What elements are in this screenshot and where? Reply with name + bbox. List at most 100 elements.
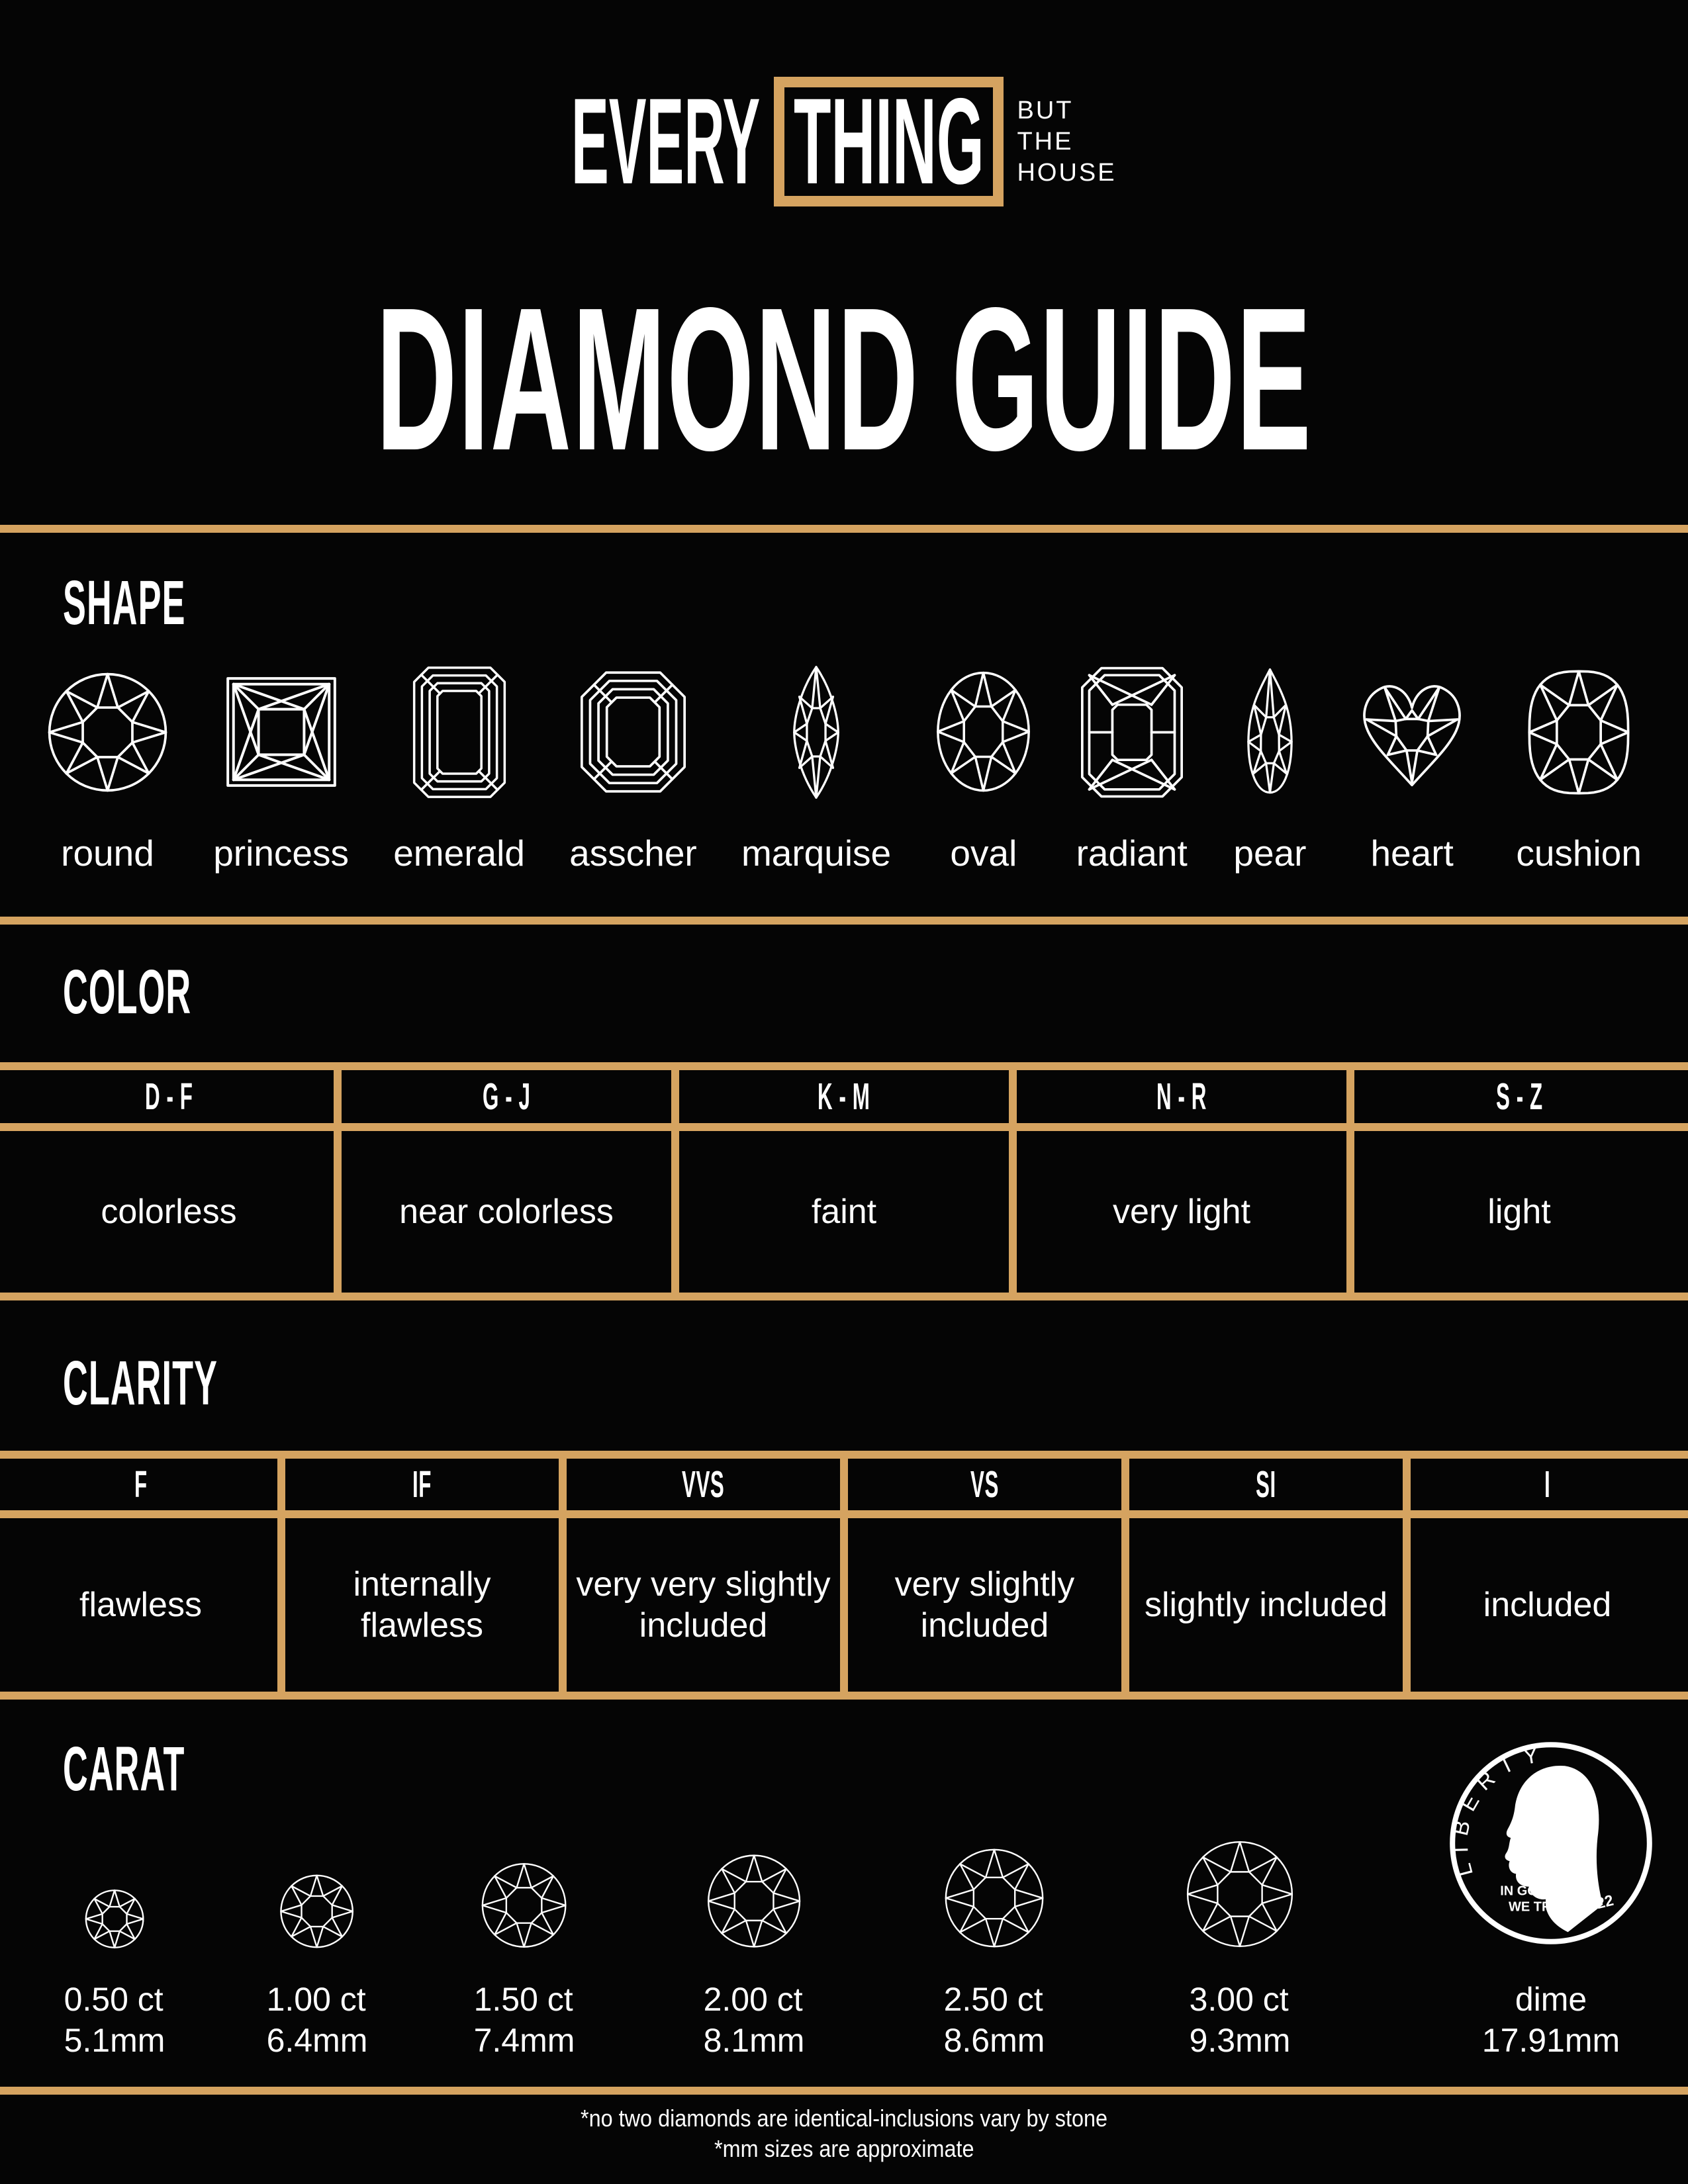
- clarity-desc-cell-5: included: [1407, 1518, 1688, 1692]
- color-desc-3: very light: [1112, 1193, 1251, 1231]
- carat-item-1.50ct: 1.50 ct 7.4mm: [474, 1721, 575, 2061]
- clarity-code-4: SI: [1256, 1463, 1276, 1506]
- clarity-desc-cell-1: internally flawless: [281, 1518, 563, 1692]
- clarity-code-2: VVS: [682, 1463, 725, 1506]
- page-title: DIAMOND GUIDE: [375, 265, 1313, 493]
- divider-carat: [0, 1692, 1688, 1700]
- round-diamond-icon: [481, 1721, 568, 1949]
- carat-value: 1.50 ct: [473, 1981, 573, 2018]
- carat-item-dime: LIBERTY IN GOD WE TRUST 2022 dime 17.91mm: [1445, 1721, 1657, 2061]
- logo-gold-box: THING: [773, 73, 1004, 210]
- color-table-top-line: [0, 1062, 1688, 1070]
- color-desc-1: near colorless: [399, 1193, 614, 1231]
- color-column-separator-1: [671, 1062, 679, 1300]
- color-header-bottom-line: [0, 1123, 1688, 1131]
- carat-label: 2.50 ct 8.6mm: [944, 1979, 1045, 2061]
- color-body-row: colorless near colorless faint very light li…: [0, 1131, 1688, 1293]
- footnote-inclusions: *no two diamonds are identical-inclusion…: [580, 2105, 1108, 2132]
- carat-mm: 17.91mm: [1481, 2022, 1620, 2059]
- color-header-cell-0: D - F: [0, 1070, 338, 1123]
- heart-diamond-icon: [1352, 662, 1472, 802]
- color-code-2: K - M: [818, 1075, 870, 1118]
- color-desc-cell-3: very light: [1013, 1131, 1350, 1293]
- clarity-header-cell-3: VS: [844, 1459, 1125, 1510]
- clarity-header-cell-1: IF: [281, 1459, 563, 1510]
- asscher-diamond-icon: [579, 662, 688, 802]
- shape-item-radiant: radiant: [1076, 662, 1188, 875]
- color-section-heading: COLOR: [63, 957, 192, 1027]
- color-code-0: D - F: [144, 1075, 193, 1118]
- carat-mm: 8.1mm: [703, 2022, 805, 2059]
- color-desc-cell-4: light: [1350, 1131, 1688, 1293]
- carat-item-3.00ct: 3.00 ct 9.3mm: [1185, 1721, 1295, 2061]
- clarity-header-cell-2: VVS: [563, 1459, 844, 1510]
- shape-item-oval: oval: [935, 662, 1031, 875]
- color-column-separator-0: [334, 1062, 342, 1300]
- clarity-column-separator-4: [1403, 1451, 1411, 1700]
- clarity-header-cell-4: SI: [1125, 1459, 1407, 1510]
- shape-item-emerald: emerald: [393, 662, 525, 875]
- clarity-code-5: I: [1544, 1463, 1551, 1506]
- color-code-4: S - Z: [1495, 1075, 1543, 1118]
- shape-label-round: round: [61, 833, 154, 874]
- round-diamond-icon: [706, 1721, 802, 1949]
- logo-word-every: EVERY: [571, 73, 761, 210]
- svg-text:WE TRUST: WE TRUST: [1509, 1899, 1577, 1914]
- carat-mm: 8.6mm: [943, 2022, 1045, 2059]
- color-header-cell-3: N - R: [1013, 1070, 1350, 1123]
- color-column-separator-3: [1346, 1062, 1354, 1300]
- clarity-code-3: VS: [970, 1463, 999, 1506]
- carat-mm: 9.3mm: [1189, 2022, 1291, 2059]
- logo-word-thing: THING: [793, 73, 984, 210]
- carat-label: 2.00 ct 8.1mm: [704, 1979, 805, 2061]
- round-diamond-icon: [85, 1721, 145, 1949]
- color-desc-4: light: [1487, 1193, 1551, 1231]
- round-diamond-icon: [279, 1721, 355, 1949]
- clarity-header-cell-0: F: [0, 1459, 281, 1510]
- shape-row: round princess emerald asscher marquise oval r…: [46, 662, 1642, 875]
- carat-mm: 5.1mm: [64, 2022, 165, 2059]
- page-title-wrap: DIAMOND GUIDE: [0, 277, 1688, 481]
- shape-label-cushion: cushion: [1516, 833, 1642, 874]
- carat-section-heading: CARAT: [63, 1734, 185, 1804]
- carat-mm: 6.4mm: [266, 2022, 368, 2059]
- divider-top: [0, 525, 1688, 533]
- footnotes: *no two diamonds are identical-inclusion…: [0, 2103, 1688, 2164]
- carat-row: 0.50 ct 5.1mm 1.00 ct 6.4mm 1.50 ct 7.4mm 2.00…: [0, 1721, 1688, 2091]
- clarity-code-1: IF: [412, 1463, 432, 1506]
- shape-item-marquise: marquise: [741, 662, 891, 875]
- svg-text:IN GOD: IN GOD: [1500, 1884, 1547, 1898]
- clarity-desc-cell-4: slightly included: [1125, 1518, 1407, 1692]
- shape-section-heading: SHAPE: [63, 568, 186, 638]
- marquise-diamond-icon: [783, 662, 849, 802]
- color-desc-cell-1: near colorless: [338, 1131, 675, 1293]
- clarity-desc-cell-3: very slightly included: [844, 1518, 1125, 1692]
- shape-label-princess: princess: [213, 833, 350, 874]
- oval-diamond-icon: [935, 662, 1031, 802]
- color-code-3: N - R: [1156, 1075, 1207, 1118]
- color-desc-cell-2: faint: [675, 1131, 1013, 1293]
- clarity-column-separator-0: [277, 1451, 285, 1700]
- clarity-desc-2: very very slightly included: [576, 1565, 831, 1645]
- emerald-diamond-icon: [410, 662, 509, 802]
- color-code-1: G - J: [482, 1075, 531, 1118]
- carat-value: 0.50 ct: [64, 1981, 164, 2018]
- clarity-column-separator-3: [1121, 1451, 1129, 1700]
- pear-diamond-icon: [1232, 662, 1308, 802]
- clarity-section-heading: CLARITY: [63, 1348, 218, 1418]
- carat-label: dime 17.91mm: [1482, 1979, 1620, 2061]
- carat-value: 1.00 ct: [266, 1981, 366, 2018]
- divider-bottom: [0, 2087, 1688, 2095]
- shape-label-radiant: radiant: [1076, 833, 1188, 874]
- shape-item-round: round: [46, 662, 169, 875]
- color-header-cell-2: K - M: [675, 1070, 1013, 1123]
- clarity-header-row: F IF VVS VS SI I: [0, 1459, 1688, 1510]
- color-desc-0: colorless: [101, 1193, 237, 1231]
- carat-label: 1.00 ct 6.4mm: [267, 1979, 368, 2061]
- logo-tagline-the: THE: [1017, 127, 1074, 156]
- round-diamond-icon: [46, 662, 169, 802]
- clarity-desc-4: slightly included: [1144, 1586, 1388, 1624]
- carat-value: 2.50 ct: [943, 1981, 1043, 2018]
